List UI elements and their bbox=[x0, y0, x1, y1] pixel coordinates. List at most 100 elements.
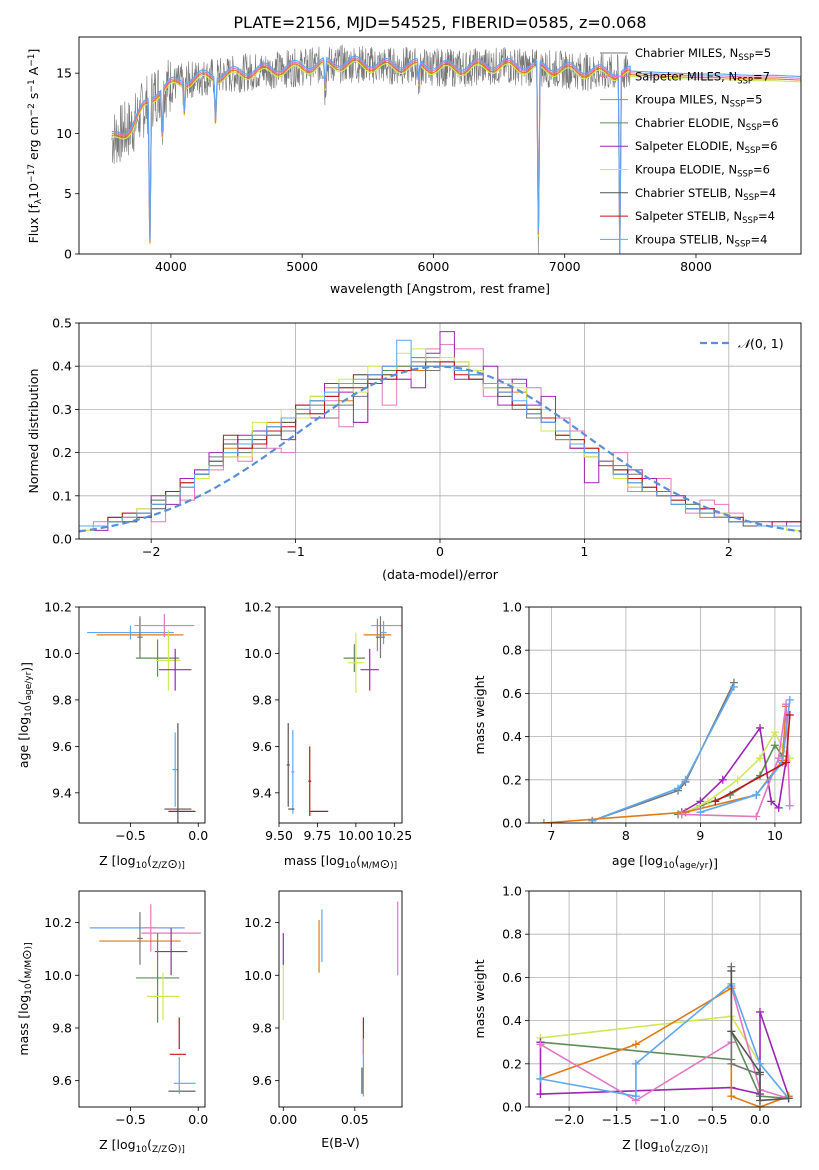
errorbar-point bbox=[158, 648, 192, 691]
label-part: age/yr bbox=[679, 861, 708, 871]
x-tick-label: 8 bbox=[622, 828, 630, 843]
label-part: 10 bbox=[24, 983, 34, 995]
x-tick-label: −1.5 bbox=[602, 1112, 632, 1127]
legend-n: , N bbox=[722, 46, 738, 60]
y-tick-label: 0.4 bbox=[502, 729, 522, 744]
age_vs_Z-ylabel: age [log10(age/yr)] bbox=[16, 662, 34, 768]
series-line-kroupa_miles bbox=[543, 706, 787, 823]
x-tick-label: 8000 bbox=[680, 259, 712, 274]
legend-entry: Chabrier MILES, NSSP=5 bbox=[635, 46, 771, 63]
label-part: ⊙ bbox=[690, 1140, 700, 1155]
errorbar-point bbox=[135, 933, 180, 1023]
series-marker bbox=[718, 775, 727, 784]
y-tick-label: 0.2 bbox=[52, 445, 72, 460]
legend-n-sub: SSP bbox=[743, 193, 759, 203]
errorbar-point bbox=[375, 616, 386, 659]
spectrum-chart: 4000 5000 6000 7000 8000 0 5 10 15 wavelength [An… bbox=[26, 36, 802, 296]
errorbar-point bbox=[144, 904, 158, 952]
legend-n-sub: SSP bbox=[730, 100, 746, 110]
series-marker bbox=[729, 682, 738, 691]
label-part: age [log bbox=[16, 717, 31, 768]
label-part: −1 bbox=[27, 79, 37, 92]
series-line-kroupa_stelib bbox=[540, 982, 790, 1099]
series-marker bbox=[755, 1068, 764, 1077]
errorbar-point bbox=[154, 927, 188, 976]
label-part: Z/Z bbox=[152, 861, 167, 871]
spectrum-ylabel: Flux [fλ10−17 erg cm−2 s−1 A−1] bbox=[26, 49, 44, 244]
label-part: )] bbox=[708, 856, 718, 871]
legend-n-value: =5 bbox=[745, 93, 762, 107]
age_vs_mass-xlabel: mass [log10(M/M⊙)] bbox=[284, 853, 397, 871]
label-part: s bbox=[26, 93, 41, 104]
series-marker bbox=[770, 728, 779, 737]
errorbar-point bbox=[360, 648, 379, 691]
label-part: Flux [f bbox=[26, 204, 41, 244]
errorbar-point bbox=[380, 620, 387, 645]
errorbar-point bbox=[137, 912, 143, 965]
legend-entry: Kroupa ELODIE, NSSP=6 bbox=[635, 163, 770, 180]
y-tick-label: 10.2 bbox=[44, 915, 72, 930]
series-marker bbox=[774, 803, 783, 812]
errorbar-point bbox=[135, 639, 180, 677]
legend-n-value: =6 bbox=[762, 116, 779, 130]
legend-entry: Chabrier STELIB, NSSP=4 bbox=[635, 186, 776, 203]
label-part: ] bbox=[26, 49, 41, 54]
label-part: Z [log bbox=[99, 853, 135, 868]
x-tick-label: 6000 bbox=[418, 259, 450, 274]
label-part: mass [log bbox=[16, 995, 31, 1056]
massweight_vs_Z-ylabel: mass weight bbox=[472, 959, 487, 1038]
series-marker bbox=[785, 695, 794, 704]
x-tick-label: 0.00 bbox=[269, 1112, 297, 1127]
plot-area bbox=[89, 904, 201, 1094]
y-tick-label: 10.2 bbox=[244, 915, 272, 930]
legend-model: Chabrier ELODIE bbox=[635, 116, 730, 130]
spectrum-xlabel: wavelength [Angstrom, rest frame] bbox=[330, 281, 550, 296]
label-part: ⊙ bbox=[19, 949, 34, 959]
label-part: ( bbox=[16, 978, 31, 983]
label-part: ( bbox=[147, 853, 152, 868]
label-part: age/yr bbox=[24, 671, 34, 700]
legend-n: , N bbox=[729, 139, 745, 153]
mass_vs_ebv-chart: 0.00 0.05 9.6 9.8 10.0 10.2 E(B-V) bbox=[244, 890, 403, 1150]
x-tick-label: −0.5 bbox=[115, 828, 145, 843]
legend-n: , N bbox=[714, 93, 730, 107]
series-line-kroupa_stelib bbox=[592, 686, 735, 822]
legend-n: , N bbox=[719, 232, 735, 246]
legend-model: Chabrier MILES bbox=[635, 46, 722, 60]
series-marker bbox=[752, 812, 761, 821]
series-marker bbox=[703, 797, 712, 806]
age_vs_mass-chart: 9.50 9.75 10.00 10.25 9.4 9.6 9.8 10.0 10.2 mass … bbox=[244, 600, 412, 872]
massweight_vs_age-ylabel: mass weight bbox=[472, 675, 487, 754]
label-part: Z/Z bbox=[152, 1145, 167, 1155]
plot-area bbox=[286, 616, 402, 817]
x-tick-label: −0.5 bbox=[697, 1112, 727, 1127]
legend-n-value: =6 bbox=[753, 163, 770, 177]
x-tick-label: 5000 bbox=[286, 259, 318, 274]
errorbar-point bbox=[137, 616, 143, 659]
axes-frame bbox=[278, 606, 403, 824]
errorbar-point bbox=[308, 746, 312, 817]
series-marker bbox=[752, 790, 761, 799]
y-tick-label: 9.8 bbox=[252, 692, 272, 707]
y-tick-label: 0.5 bbox=[52, 316, 72, 331]
mass_vs_Z-ylabel: mass [log10(M/M⊙)] bbox=[16, 942, 34, 1055]
massweight_vs_age-xlabel: age [log10(age/yr)] bbox=[612, 853, 718, 871]
x-tick-label: −2.0 bbox=[554, 1112, 584, 1127]
series-marker bbox=[631, 1092, 640, 1101]
y-tick-label: 9.6 bbox=[52, 739, 72, 754]
x-tick-label: 7000 bbox=[549, 259, 581, 274]
mass_vs_Z-xlabel: Z [log10(Z/Z⊙)] bbox=[99, 1137, 185, 1155]
label-part: 10 bbox=[136, 1145, 148, 1155]
x-tick-label: 0.0 bbox=[750, 1112, 770, 1127]
y-tick-label: 0.6 bbox=[502, 686, 522, 701]
label-part: ( bbox=[147, 1137, 152, 1152]
errorbar-point bbox=[146, 972, 180, 1021]
label-part: )] bbox=[24, 942, 34, 949]
x-tick-label: 10.25 bbox=[376, 828, 412, 843]
age_vs_Z-chart: −0.5 0.09.49.69.810.010.2Z [log10(Z/Z⊙)]a… bbox=[16, 600, 208, 872]
legend-n-value: =4 bbox=[750, 232, 767, 246]
axes-frame bbox=[78, 606, 206, 824]
series-marker bbox=[677, 810, 686, 819]
series-marker bbox=[755, 1059, 764, 1068]
